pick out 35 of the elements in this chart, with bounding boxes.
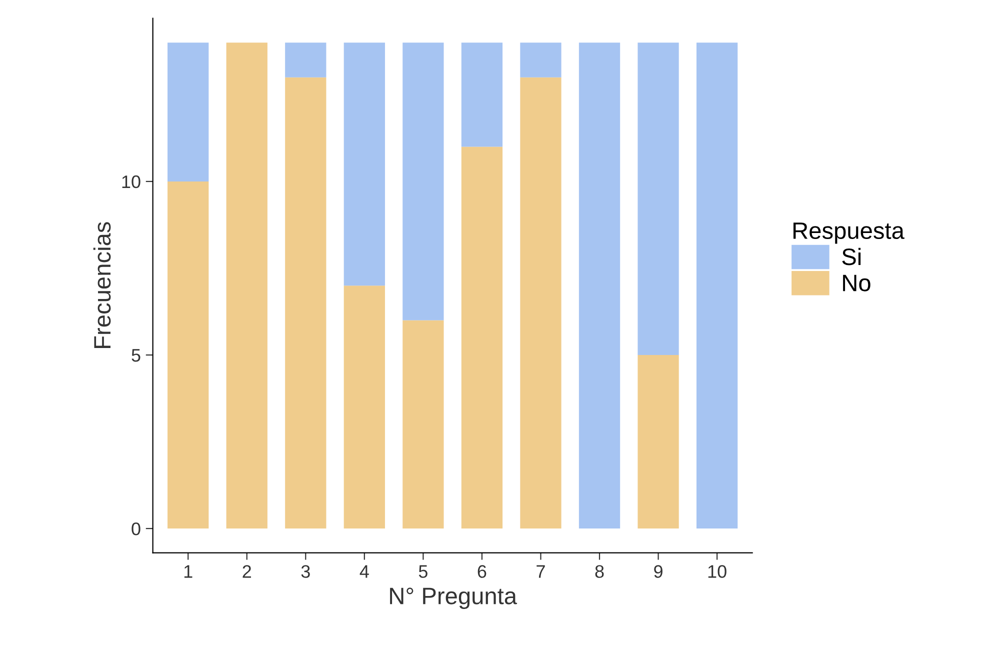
y-axis-title: Frecuencias <box>93 222 111 348</box>
bar <box>285 42 326 78</box>
y-tick-label: 5 <box>132 349 140 362</box>
y-tick-label: 10 <box>122 175 140 188</box>
x-tick-label: 2 <box>242 565 251 578</box>
bar <box>344 42 385 286</box>
bar <box>344 286 385 529</box>
legend-label: No <box>843 274 870 292</box>
bar <box>578 42 620 529</box>
x-tick-label: 8 <box>595 565 604 578</box>
y-tick-label: 0 <box>132 522 140 536</box>
bar <box>638 354 679 529</box>
bar <box>402 320 444 529</box>
bar <box>696 42 738 529</box>
bar <box>638 42 679 355</box>
bar <box>226 42 268 529</box>
legend-label: Si <box>842 248 861 266</box>
x-tick-label: 1 <box>184 565 192 578</box>
x-tick-label: 6 <box>478 565 486 578</box>
x-tick-label: 10 <box>708 565 726 578</box>
x-tick-label: 5 <box>418 565 428 578</box>
bar <box>461 146 503 529</box>
bar <box>402 42 444 320</box>
x-axis-title: N° Pregunta <box>390 588 518 610</box>
legend-title: Respuesta <box>793 222 904 244</box>
x-tick-label: 4 <box>360 565 369 578</box>
bar <box>168 42 209 182</box>
bar <box>285 77 326 529</box>
bar <box>168 181 209 529</box>
bar <box>520 77 562 529</box>
x-tick-label: 3 <box>301 565 310 578</box>
bar <box>520 42 562 78</box>
bar <box>461 42 503 147</box>
x-tick-label: 9 <box>654 565 662 578</box>
x-tick-label: 7 <box>536 565 545 578</box>
